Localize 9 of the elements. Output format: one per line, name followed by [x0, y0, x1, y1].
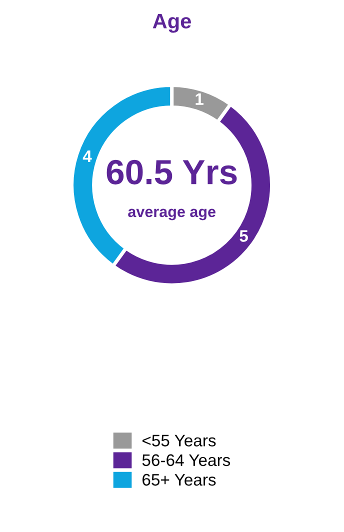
legend-label: <55 Years — [142, 434, 216, 446]
data-label: 5 — [240, 230, 248, 242]
text: average age — [128, 208, 216, 220]
legend-label: 56-64 Years — [142, 454, 230, 466]
data-label: 4 — [82, 150, 92, 162]
legend-label: 65+ Years — [142, 474, 216, 486]
data-label: 1 — [196, 93, 204, 105]
chart-title: Age — [152, 14, 191, 33]
text: 60.5 Yrs — [106, 160, 237, 184]
